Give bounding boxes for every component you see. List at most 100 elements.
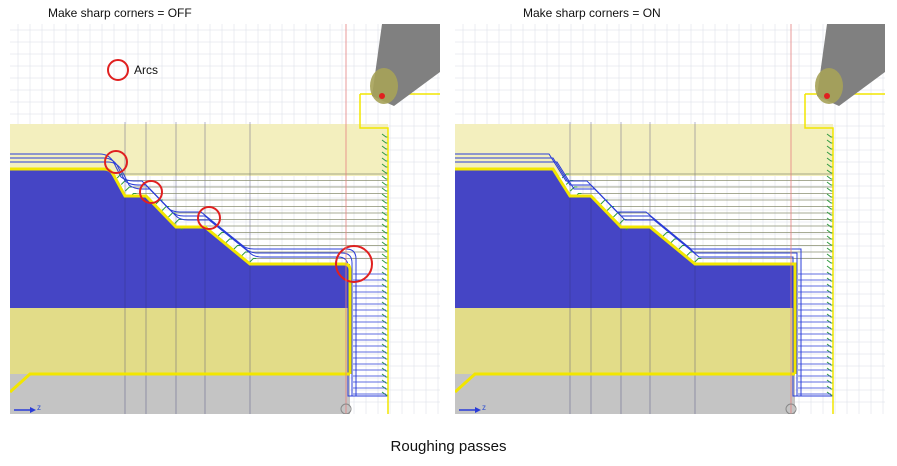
chuck-profile xyxy=(10,372,350,394)
tool xyxy=(815,24,885,106)
pass-step xyxy=(826,355,833,360)
pass-step xyxy=(826,187,833,192)
pass-step xyxy=(381,241,388,246)
pass-entry xyxy=(670,238,678,244)
pass-entry xyxy=(248,258,257,263)
pass-step xyxy=(826,181,833,186)
pass-step xyxy=(826,373,833,378)
tool xyxy=(370,24,440,106)
arc-highlight-circle xyxy=(197,206,221,230)
origin-marker xyxy=(785,403,797,414)
tool-tip xyxy=(379,93,385,99)
pass-step xyxy=(381,367,388,372)
pass-step xyxy=(381,247,388,252)
pass-entry xyxy=(217,232,225,237)
offset-profile xyxy=(455,157,833,397)
pass-step xyxy=(381,319,388,324)
arc-highlight-circle xyxy=(104,150,128,174)
pass-step xyxy=(826,283,833,288)
stock-lower xyxy=(455,308,795,374)
pass-step xyxy=(826,289,833,294)
stock-upper xyxy=(10,124,388,176)
part-section-lines xyxy=(569,122,696,414)
pass-step xyxy=(381,391,388,396)
pass-step xyxy=(381,235,388,240)
pass-step xyxy=(826,343,833,348)
pass-entry xyxy=(686,251,694,257)
part-shape xyxy=(455,169,795,308)
z-axis-label: z xyxy=(482,403,486,412)
stock-upper xyxy=(455,124,833,176)
pass-step xyxy=(826,223,833,228)
pass-step xyxy=(381,211,388,216)
pass-step xyxy=(381,223,388,228)
pass-step xyxy=(381,313,388,318)
pass-step xyxy=(826,175,833,180)
pass-step xyxy=(381,181,388,186)
pass-entry xyxy=(233,245,241,250)
pass-entry xyxy=(693,258,702,263)
arcs-legend-icon xyxy=(107,59,129,81)
axis-indicator: z xyxy=(459,403,797,414)
tool-insert xyxy=(815,68,843,104)
pass-step xyxy=(826,319,833,324)
pass-step xyxy=(381,343,388,348)
pass-step xyxy=(381,265,388,270)
pass-step xyxy=(381,361,388,366)
pass-step xyxy=(381,193,388,198)
pass-step xyxy=(381,301,388,306)
pass-step xyxy=(381,337,388,342)
pass-step xyxy=(826,235,833,240)
arcs-legend: Arcs xyxy=(107,59,158,81)
pass-step xyxy=(381,385,388,390)
pass-step xyxy=(826,253,833,258)
pass-step xyxy=(826,271,833,276)
tool-tip xyxy=(824,93,830,99)
left-view-title: Make sharp corners = OFF xyxy=(48,6,192,20)
pass-step xyxy=(826,313,833,318)
chuck xyxy=(10,374,350,414)
right-view-canvas: z xyxy=(455,24,885,414)
pass-step xyxy=(826,241,833,246)
pass-step xyxy=(826,331,833,336)
pass-entry xyxy=(241,251,249,257)
part-shape xyxy=(10,169,350,308)
pass-step xyxy=(381,355,388,360)
left-view-canvas: z Arcs xyxy=(10,24,440,414)
pass-step xyxy=(826,307,833,312)
pass-step xyxy=(381,175,388,180)
pass-step xyxy=(826,349,833,354)
pass-step xyxy=(826,361,833,366)
pass-entry xyxy=(174,219,182,224)
axis-indicator: z xyxy=(14,403,352,414)
pass-entry xyxy=(569,186,578,192)
pass-entry xyxy=(124,186,133,192)
z-axis-label: z xyxy=(37,403,41,412)
arc-highlight-circle xyxy=(335,245,373,283)
origin-marker xyxy=(340,403,352,414)
stock-lower xyxy=(10,308,350,374)
chuck-profile xyxy=(455,372,795,394)
pass-entry xyxy=(662,232,670,237)
pass-step xyxy=(826,301,833,306)
arc-highlight-circle xyxy=(139,180,163,204)
pass-step xyxy=(826,367,833,372)
part-section-lines xyxy=(124,122,251,414)
pass-entry xyxy=(225,238,233,244)
pass-step xyxy=(381,277,388,282)
offset-profile xyxy=(10,161,388,397)
tool-insert xyxy=(370,68,398,104)
right-view-panel: z xyxy=(455,24,885,414)
pass-step xyxy=(826,193,833,198)
pass-step xyxy=(826,247,833,252)
pass-step xyxy=(381,187,388,192)
pass-step xyxy=(381,271,388,276)
pass-step xyxy=(826,337,833,342)
pass-step xyxy=(826,325,833,330)
pass-step xyxy=(381,253,388,258)
z-axis-arrowhead xyxy=(475,407,481,413)
pass-step xyxy=(826,259,833,264)
pass-step xyxy=(381,379,388,384)
pass-step xyxy=(826,379,833,384)
arcs-legend-label: Arcs xyxy=(134,63,158,77)
